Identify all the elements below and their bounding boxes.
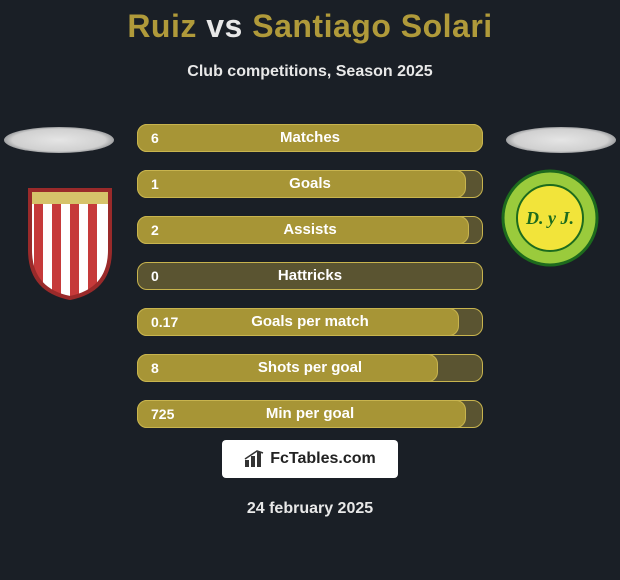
shield-top-band — [30, 190, 110, 204]
crest-right-text: D. y J. — [525, 208, 574, 228]
stat-bar-label: Min per goal — [137, 400, 483, 428]
stat-bar-label: Shots per goal — [137, 354, 483, 382]
comparison-title: Ruiz vs Santiago Solari — [0, 0, 620, 45]
branding-text: FcTables.com — [270, 450, 376, 468]
shield-stripe — [70, 204, 79, 300]
crest-shadow-right — [506, 127, 616, 153]
branding-badge: FcTables.com — [222, 440, 398, 478]
stat-bar: 2Assists — [137, 216, 483, 244]
stat-bar: 1Goals — [137, 170, 483, 198]
stat-bar: 8Shots per goal — [137, 354, 483, 382]
player2-name: Santiago Solari — [252, 8, 492, 44]
stat-bar-label: Assists — [137, 216, 483, 244]
subtitle: Club competitions, Season 2025 — [0, 63, 620, 81]
stat-bar: 725Min per goal — [137, 400, 483, 428]
stat-bars: 6Matches 1Goals 2Assists 0Hattricks 0.17Goal… — [137, 124, 483, 446]
player1-name: Ruiz — [127, 8, 197, 44]
shield-stripe — [52, 204, 61, 300]
stat-bar-label: Hattricks — [137, 262, 483, 290]
stat-bar-label: Matches — [137, 124, 483, 152]
stat-bar-label: Goals — [137, 170, 483, 198]
vs-label: vs — [206, 8, 243, 44]
stat-bar: 0.17Goals per match — [137, 308, 483, 336]
stat-bar: 6Matches — [137, 124, 483, 152]
defensa-justicia-crest: D. y J. — [500, 168, 600, 288]
barracas-central-crest — [20, 180, 120, 300]
stat-bar-label: Goals per match — [137, 308, 483, 336]
barchart-icon — [244, 450, 266, 468]
crest-shadow-left — [4, 127, 114, 153]
date-label: 24 february 2025 — [0, 500, 620, 518]
stat-bar: 0Hattricks — [137, 262, 483, 290]
